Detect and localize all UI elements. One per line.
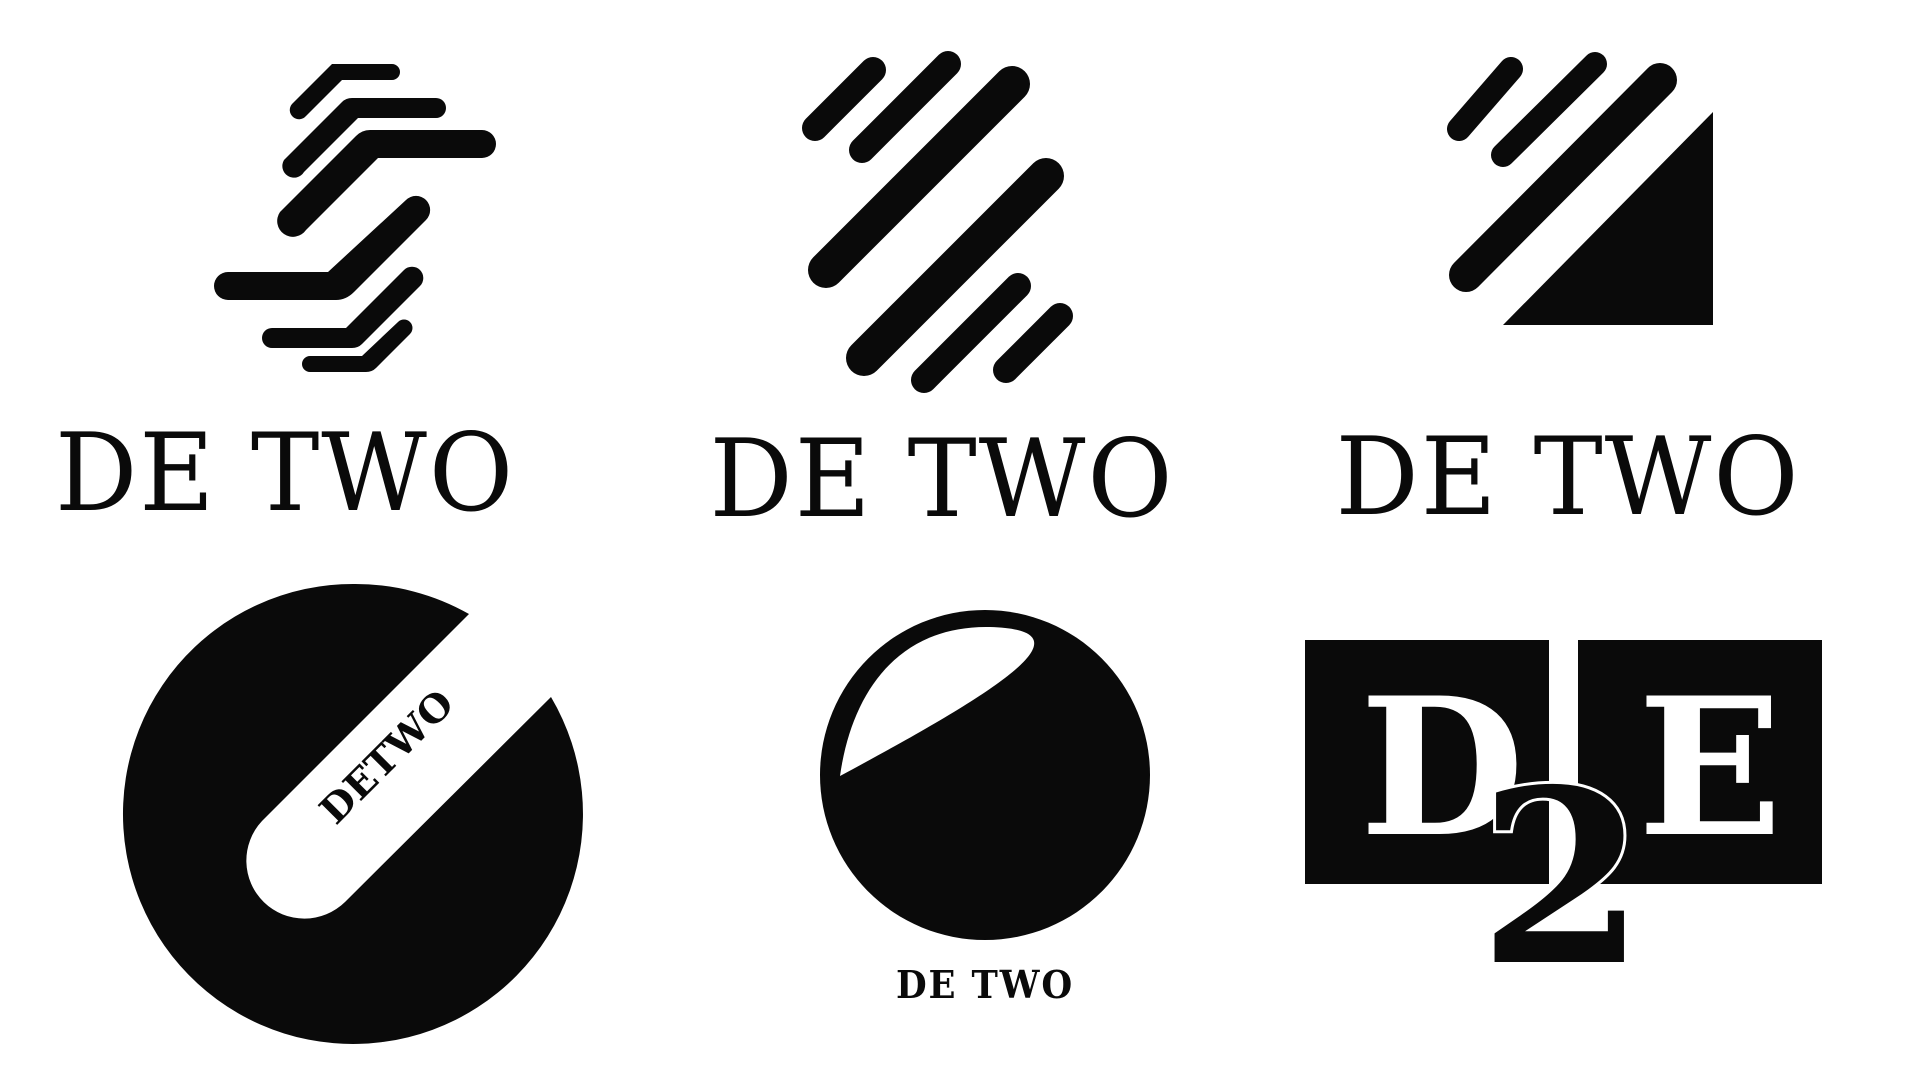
logo-5: DE TWO bbox=[820, 610, 1150, 1007]
logo-1-mark bbox=[214, 64, 496, 372]
logo-6-letter-d: D bbox=[1360, 656, 1525, 879]
logo-6-right-square bbox=[1578, 640, 1822, 884]
logo-5-wordmark: DE TWO bbox=[896, 962, 1074, 1007]
logo-2: DE TWO bbox=[710, 51, 1175, 542]
logo-1: DE TWO bbox=[55, 64, 515, 536]
logo-1-wordmark: DE TWO bbox=[55, 411, 515, 536]
logo-3-wordmark: DE TWO bbox=[1336, 415, 1801, 540]
logo-6: D E 2 bbox=[1305, 640, 1822, 1022]
logo-3: DE TWO bbox=[1336, 52, 1801, 540]
logo-6-letter-e: E bbox=[1638, 656, 1783, 879]
logo-4-mark bbox=[122, 583, 583, 1044]
logo-6-numeral-2: 2 bbox=[1479, 737, 1646, 1019]
logo-4: DETWO bbox=[122, 583, 583, 1044]
logo-2-wordmark: DE TWO bbox=[710, 417, 1175, 542]
logo-2-mark bbox=[802, 51, 1073, 393]
logo-5-mark bbox=[820, 610, 1150, 940]
logo-3-mark bbox=[1447, 52, 1713, 325]
logo-6-left-square bbox=[1305, 640, 1549, 884]
